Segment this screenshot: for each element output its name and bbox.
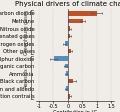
Bar xyxy=(66,86,68,91)
Bar xyxy=(68,79,73,83)
Text: Greenhouse gases: Greenhouse gases xyxy=(24,10,29,55)
Bar xyxy=(68,19,83,23)
Bar xyxy=(68,34,70,38)
Text: Aerosols: Aerosols xyxy=(24,67,29,88)
Bar xyxy=(66,64,68,68)
Bar xyxy=(65,41,68,46)
X-axis label: Contribution in °C: Contribution in °C xyxy=(53,110,97,112)
Title: Physical drivers of climate change: Physical drivers of climate change xyxy=(15,1,120,7)
Bar xyxy=(68,49,71,53)
Bar xyxy=(66,71,68,76)
Bar xyxy=(68,94,69,99)
Bar xyxy=(68,11,97,16)
Bar xyxy=(54,56,68,61)
Bar xyxy=(68,26,70,31)
